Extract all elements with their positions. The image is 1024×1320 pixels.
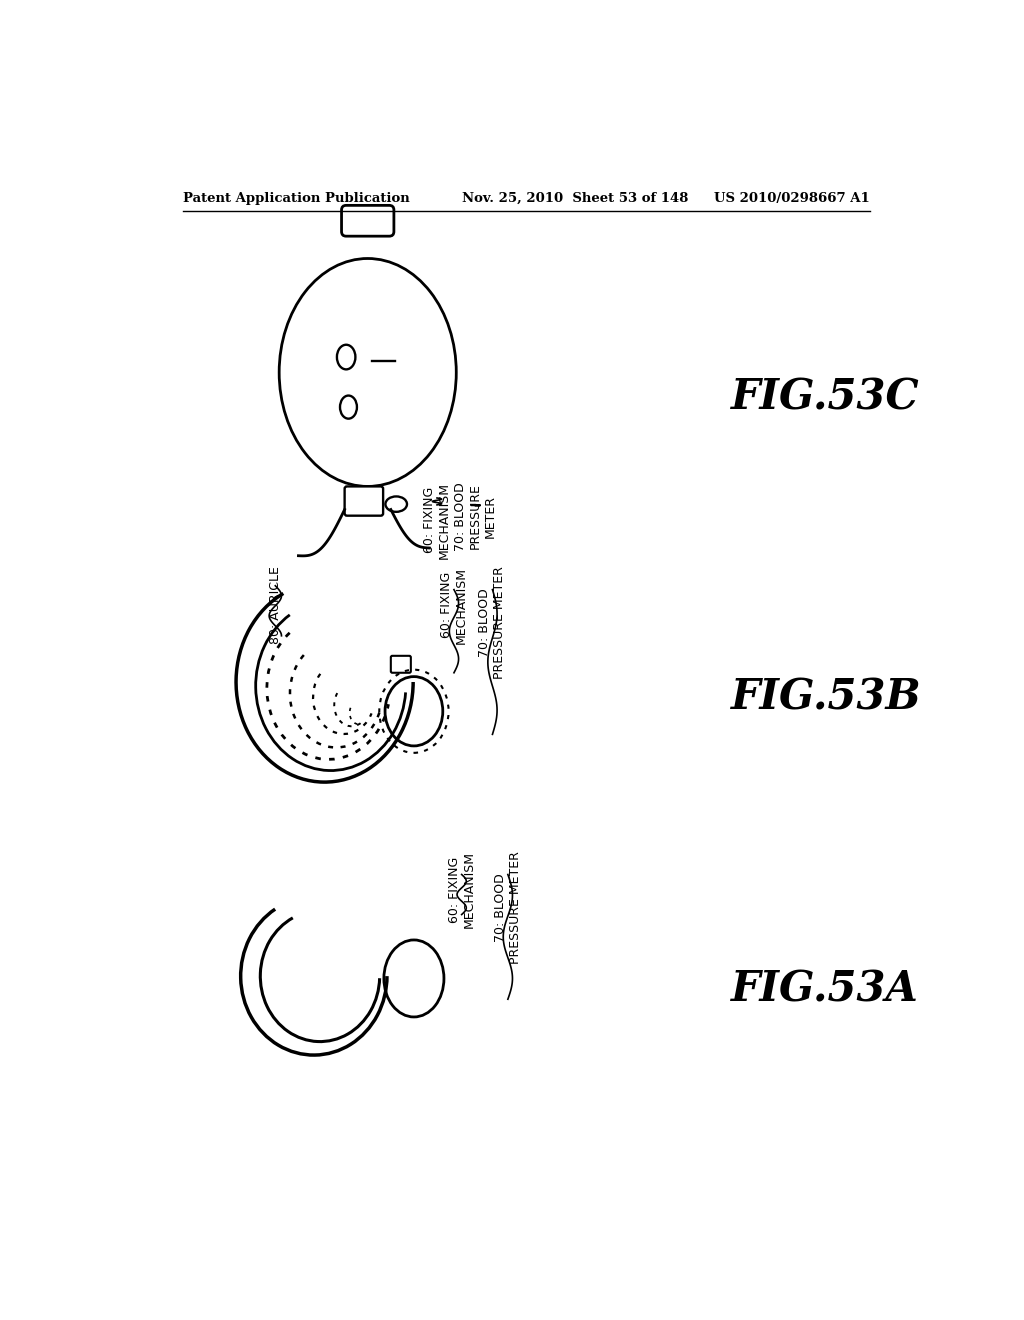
Text: 60: FIXING
MECHANISM: 60: FIXING MECHANISM: [423, 482, 451, 558]
Text: FIG.53C: FIG.53C: [731, 376, 920, 418]
Text: 70: BLOOD
PRESSURE METER: 70: BLOOD PRESSURE METER: [478, 566, 507, 680]
Text: FIG.53A: FIG.53A: [731, 969, 919, 1011]
Text: 80: AURICLE: 80: AURICLE: [269, 566, 282, 644]
Text: 70: BLOOD
PRESSURE METER: 70: BLOOD PRESSURE METER: [494, 851, 522, 965]
Text: 60: FIXING
MECHANISM: 60: FIXING MECHANISM: [440, 566, 468, 644]
Text: Nov. 25, 2010  Sheet 53 of 148: Nov. 25, 2010 Sheet 53 of 148: [462, 191, 688, 205]
FancyBboxPatch shape: [345, 487, 383, 516]
Text: Patent Application Publication: Patent Application Publication: [183, 191, 410, 205]
FancyBboxPatch shape: [342, 206, 394, 236]
Text: 70: BLOOD
PRESSURE
METER: 70: BLOOD PRESSURE METER: [454, 482, 497, 550]
FancyBboxPatch shape: [391, 656, 411, 673]
Text: US 2010/0298667 A1: US 2010/0298667 A1: [714, 191, 869, 205]
Text: FIG.53B: FIG.53B: [731, 676, 922, 718]
Text: 60: FIXING
MECHANISM: 60: FIXING MECHANISM: [447, 851, 476, 928]
